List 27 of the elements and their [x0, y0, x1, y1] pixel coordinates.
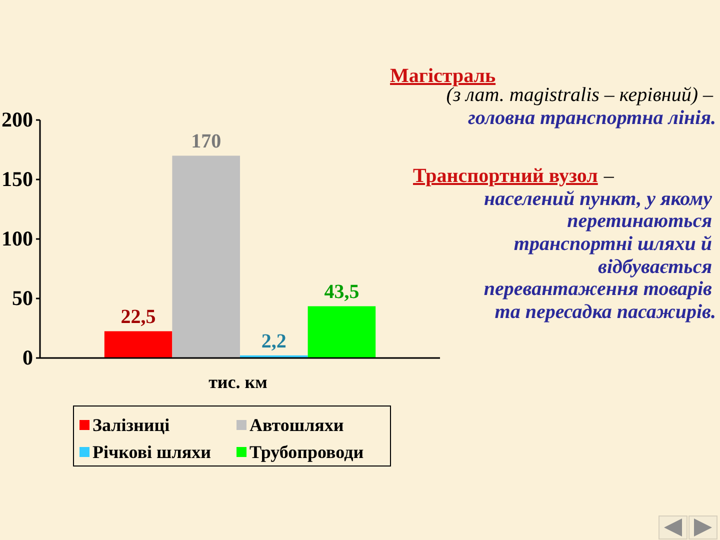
text: – — [602, 165, 615, 187]
text: населений пункт, у якому — [484, 188, 712, 210]
y-tick-label: 200 — [2, 108, 33, 132]
text: перевантаження товарів — [484, 278, 712, 300]
y-tick-label: 50 — [12, 286, 33, 310]
legend-label: Автошляхи — [250, 415, 344, 435]
y-tick-label: 0 — [22, 346, 33, 370]
text: головна транспортна лінія. — [468, 107, 716, 129]
x-axis-title: тис. км — [208, 372, 268, 392]
text: Магістраль — [390, 65, 496, 87]
annotation: Транспортний вузол — [413, 165, 598, 187]
bar — [172, 156, 240, 358]
text: перетинаються — [567, 210, 712, 232]
text: транспортні шляхи й — [514, 233, 712, 255]
text: та пересадка пасажирів. — [494, 301, 716, 323]
data-label: 170 — [191, 130, 222, 153]
bar — [308, 306, 376, 358]
legend-label: Трубопроводи — [250, 442, 364, 462]
legend-label: Річкові шляхи — [92, 442, 211, 462]
y-tick-label: 100 — [2, 226, 33, 251]
bar — [104, 331, 172, 358]
legend-label: Залізниці — [92, 415, 170, 435]
data-label: 2,2 — [261, 330, 286, 352]
text: відбувається — [598, 256, 712, 278]
y-tick-label: 150 — [2, 167, 33, 192]
data-label: 43,5 — [324, 281, 360, 304]
data-label: 22,5 — [120, 306, 156, 328]
